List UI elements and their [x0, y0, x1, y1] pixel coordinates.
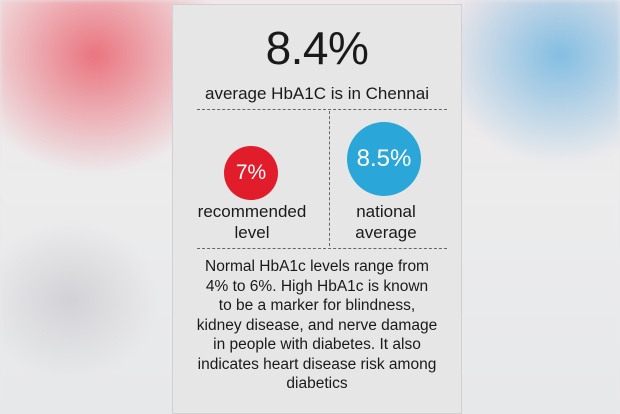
note-line: diabetics [286, 375, 348, 392]
national-average-label-line1: national [356, 202, 416, 221]
note-line: to be a marker for blindness, [218, 297, 416, 314]
recommended-level-label: recommended level [187, 201, 317, 243]
headline-value: 8.4% [265, 22, 369, 74]
note-line: in people with diabetes. It also [213, 336, 421, 353]
explanatory-note: Normal HbA1c levels range from 4% to 6%.… [187, 257, 447, 394]
national-average-label: national average [341, 201, 431, 243]
divider-vertical [329, 111, 330, 246]
divider-bottom [197, 248, 447, 249]
headline-label: average HbA1C is in Chennai [205, 84, 429, 103]
national-average-circle: 8.5% [347, 122, 421, 196]
recommended-level-label-line1: recommended [197, 202, 307, 221]
national-average-label-line2: average [355, 223, 417, 242]
divider-top [197, 109, 447, 110]
note-line: Normal HbA1c levels range from [205, 258, 429, 275]
infographic-card: 8.4% average HbA1C is in Chennai 7% reco… [172, 4, 462, 414]
recommended-level-circle: 7% [224, 146, 278, 200]
recommended-level-label-line2: level [234, 223, 270, 242]
note-line: indicates heart disease risk among [197, 355, 437, 373]
note-line: kidney disease, and nerve damage [196, 316, 438, 334]
note-line: 4% to 6%. High HbA1c is known [205, 277, 429, 295]
